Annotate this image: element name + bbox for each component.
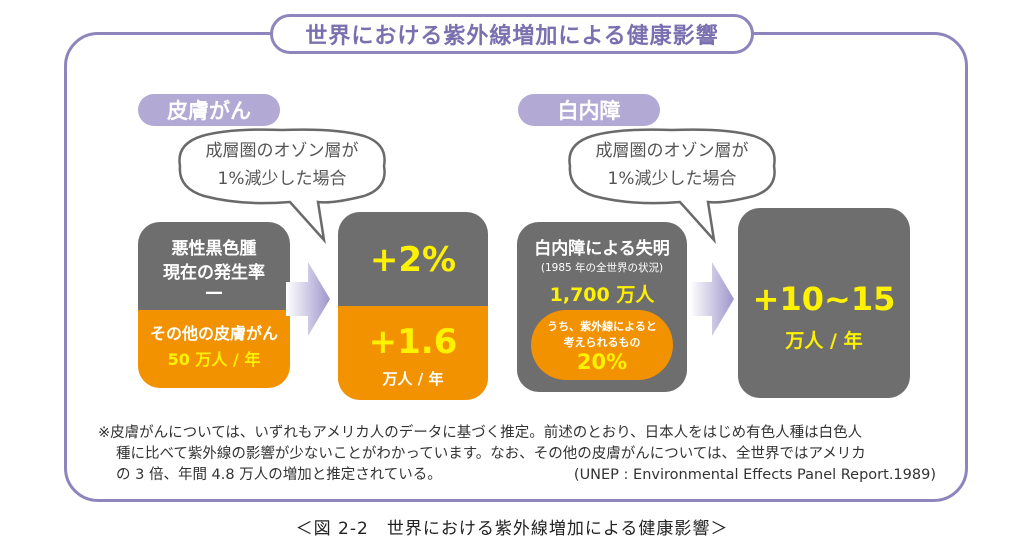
footnote-line-3: の 3 倍、年間 4.8 万人の増加と推定されている。 <box>116 467 442 483</box>
speech-bubble-shape <box>178 128 386 244</box>
figure-caption: ＜図 2-2 世界における紫外線増加による健康影響＞ <box>295 519 729 539</box>
other-increase-section <box>338 306 488 400</box>
uv-share-text-1: うち、紫外線によると <box>547 320 657 333</box>
melanoma-label: 悪性黒色腫 <box>171 239 257 259</box>
current-rate-label: 現在の発生率 <box>163 263 265 283</box>
footnote-line-1: ※皮膚がんについては、いずれもアメリカ人のデータに基づく推定。前述のとおり、日本… <box>98 425 863 441</box>
bubble-line-2: 1%減少した場合 <box>217 169 347 189</box>
diagram-title: 世界における紫外線増加による健康影響 <box>270 14 754 54</box>
skin-cancer-baseline-box: 悪性黒色腫 現在の発生率 — その他の皮膚がん 50 万人 / 年 <box>138 222 290 388</box>
bubble-line-1: 成層圏のオゾン層が <box>205 141 359 161</box>
cataract-label: 白内障 <box>518 94 660 126</box>
footnote: ※皮膚がんについては、いずれもアメリカ人のデータに基づく推定。前述のとおり、日本… <box>98 423 948 486</box>
arrow-right-icon <box>690 262 734 336</box>
other-skin-cancer-section <box>138 310 290 388</box>
footnote-line-2: 種に比べて紫外線の影響が少ないことがわかっています。なお、その他の皮膚がんについ… <box>116 446 866 462</box>
speech-bubble-shape <box>568 128 776 244</box>
arrow-right-icon <box>286 262 330 336</box>
skin-cancer-condition-bubble: 成層圏のオゾン層が 1%減少した場合 <box>172 128 392 248</box>
melanoma-increase-value: +2% <box>369 240 457 280</box>
bubble-line-2: 1%減少した場合 <box>607 169 737 189</box>
cataract-baseline-box: 白内障による失明 (1985 年の全世界の状況) 1,700 万人 うち、紫外線… <box>517 222 687 392</box>
cataract-condition-bubble: 成層圏のオゾン層が 1%減少した場合 <box>562 128 782 248</box>
other-skin-cancer-rate: 50 万人 / 年 <box>167 350 261 369</box>
skin-cancer-label: 皮膚がん <box>138 94 280 126</box>
cataract-year-note: (1985 年の全世界の状況) <box>540 262 664 274</box>
cataract-blindness-count: 1,700 万人 <box>549 284 655 306</box>
cataract-blindness-label: 白内障による失明 <box>534 239 670 259</box>
uv-share-text-2: 考えられるもの <box>563 336 641 349</box>
cataract-increase-unit: 万人 / 年 <box>785 330 863 352</box>
bubble-line-1: 成層圏のオゾン層が <box>595 141 749 161</box>
melanoma-increase-section <box>338 212 488 306</box>
footnote-source: (UNEP : Environmental Effects Panel Repo… <box>573 467 936 483</box>
other-increase-unit: 万人 / 年 <box>382 370 444 388</box>
uv-share-ellipse: うち、紫外線によると 考えられるもの 20% <box>531 310 673 380</box>
melanoma-dash: — <box>205 282 223 303</box>
cataract-result-box: +10~15 万人 / 年 <box>738 208 910 398</box>
other-increase-value: +1.6 <box>368 322 458 362</box>
melanoma-section <box>138 222 290 310</box>
skin-cancer-result-box: +2% +1.6 万人 / 年 <box>338 212 488 400</box>
uv-share-value: 20% <box>576 350 628 374</box>
other-skin-cancer-label: その他の皮膚がん <box>149 324 278 343</box>
cataract-increase-value: +10~15 <box>752 280 896 318</box>
